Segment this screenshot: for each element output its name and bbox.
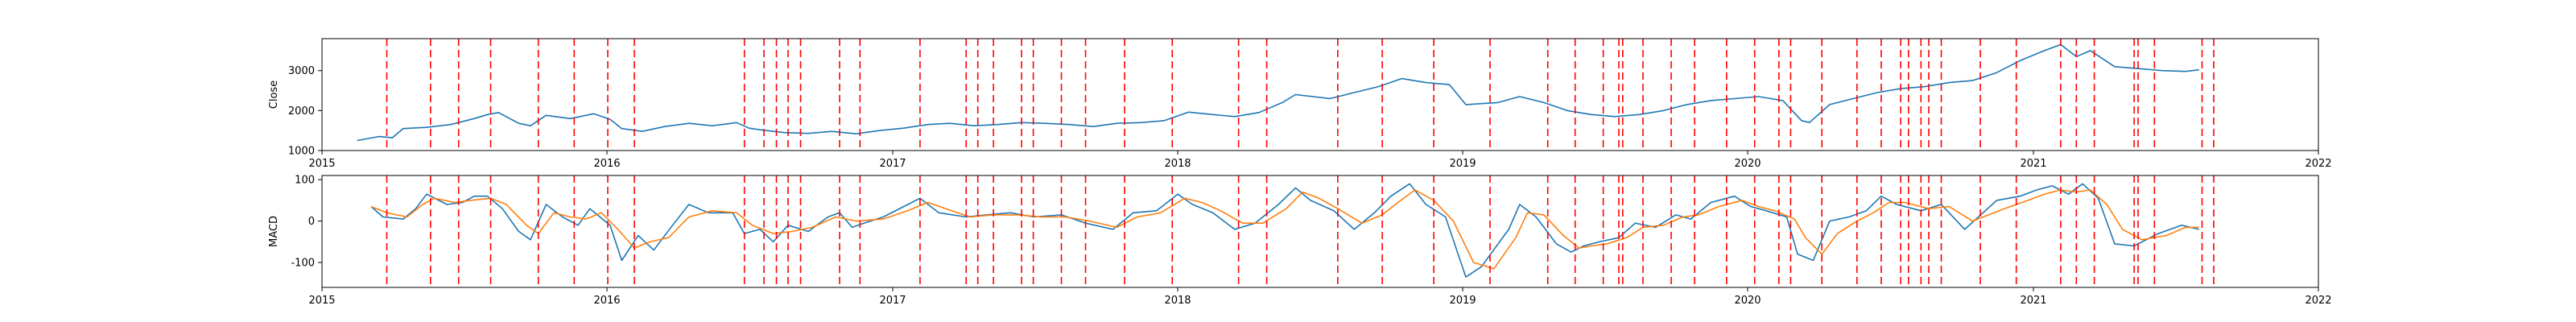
y-tick-label: 1000 xyxy=(288,146,315,158)
x-tick-label: 2018 xyxy=(1164,158,1191,170)
y-tick-label: 0 xyxy=(308,216,315,228)
y-tick-label: 2000 xyxy=(288,105,315,118)
y-axis-label: MACD xyxy=(268,216,280,247)
x-tick-label: 2022 xyxy=(2305,295,2331,307)
macd-panel: 2015 2016 2017 2018 2019 2020 2021 2022 -100 0 100… xyxy=(268,175,2332,307)
x-tick-label: 2017 xyxy=(879,158,906,170)
y-axis-label: Close xyxy=(268,80,280,109)
x-tick-label: 2015 xyxy=(308,158,335,170)
series-line-0 xyxy=(357,43,2199,142)
plot-frame xyxy=(321,175,2319,288)
x-tick-label: 2018 xyxy=(1164,295,1191,307)
x-tick-label: 2020 xyxy=(1734,295,1761,307)
plot-frame xyxy=(321,38,2319,151)
x-tick-label: 2022 xyxy=(2305,158,2331,170)
x-tick-label: 2016 xyxy=(593,158,620,170)
close-price-panel: 2015 2016 2017 2018 2019 2020 2021 2022 1000 2000… xyxy=(268,38,2332,170)
y-tick-label: -100 xyxy=(291,258,315,270)
x-tick-label: 2015 xyxy=(308,295,335,307)
x-tick-label: 2019 xyxy=(1449,295,1476,307)
x-tick-label: 2021 xyxy=(2020,158,2046,170)
x-tick-label: 2020 xyxy=(1734,158,1761,170)
y-tick-label: 3000 xyxy=(288,65,315,77)
x-tick-label: 2016 xyxy=(593,295,620,307)
x-tick-label: 2017 xyxy=(879,295,906,307)
y-tick-label: 100 xyxy=(295,175,315,187)
x-tick-label: 2019 xyxy=(1449,158,1476,170)
x-tick-label: 2021 xyxy=(2020,295,2046,307)
